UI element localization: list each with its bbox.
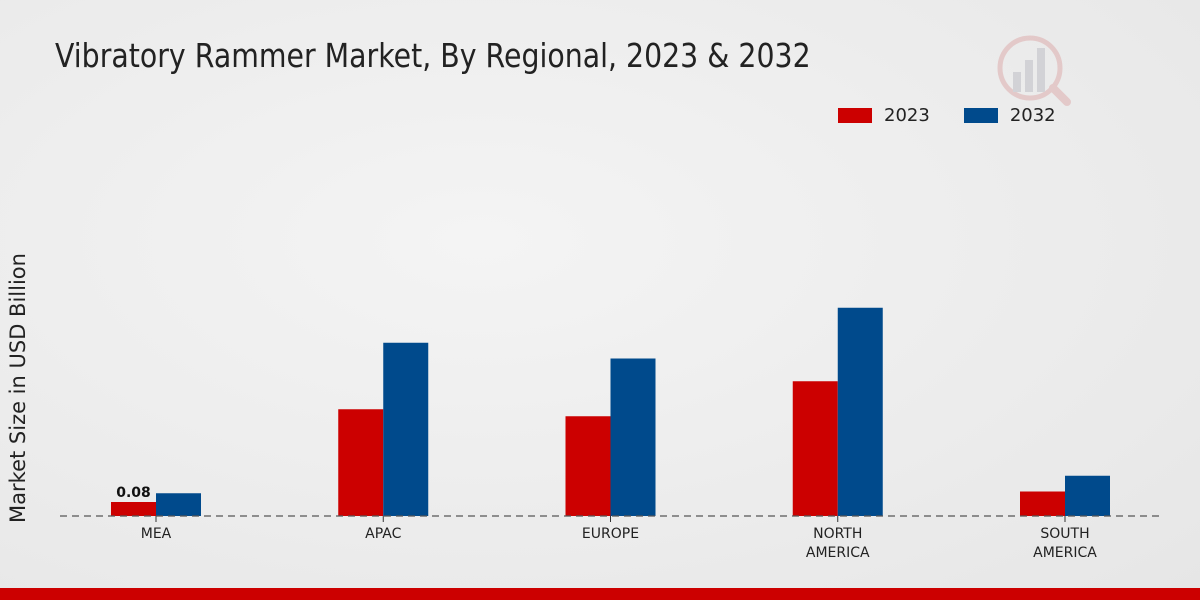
- bar-2032-europe: [610, 358, 656, 516]
- x-tick-label: APAC: [365, 526, 401, 542]
- chart-title: Vibratory Rammer Market, By Regional, 20…: [55, 36, 811, 75]
- x-tick-label: SOUTH: [1040, 526, 1089, 542]
- x-tick-label: NORTH: [813, 526, 862, 542]
- bar-2032-south-america: [1065, 475, 1110, 516]
- legend-item-2032: 2032: [963, 105, 1056, 126]
- x-tick-label: MEA: [141, 526, 172, 542]
- bar-2023-apac: [338, 409, 384, 516]
- data-label: 0.08: [116, 485, 151, 501]
- x-tick-label: AMERICA: [806, 545, 870, 561]
- legend-swatch-2032: [963, 108, 998, 123]
- bar-2023-north-america: [792, 381, 838, 516]
- bottom-accent-bar: [0, 588, 1200, 600]
- bar-2023-south-america: [1020, 491, 1065, 516]
- legend-swatch-2023: [838, 108, 872, 123]
- legend: 2023 2032: [838, 105, 1056, 126]
- bar-2023-mea: [111, 502, 156, 516]
- bar-2023-europe: [565, 416, 611, 516]
- legend-item-2023: 2023: [838, 105, 930, 126]
- legend-label-2023: 2023: [884, 105, 930, 126]
- x-tick-label: AMERICA: [1033, 545, 1097, 561]
- bar-2032-apac: [383, 342, 429, 516]
- bar-2032-north-america: [837, 307, 883, 516]
- watermark-logo-icon: [995, 30, 1075, 114]
- x-tick-label: EUROPE: [582, 526, 639, 542]
- legend-label-2032: 2032: [1009, 105, 1056, 126]
- bar-2032-mea: [156, 493, 201, 516]
